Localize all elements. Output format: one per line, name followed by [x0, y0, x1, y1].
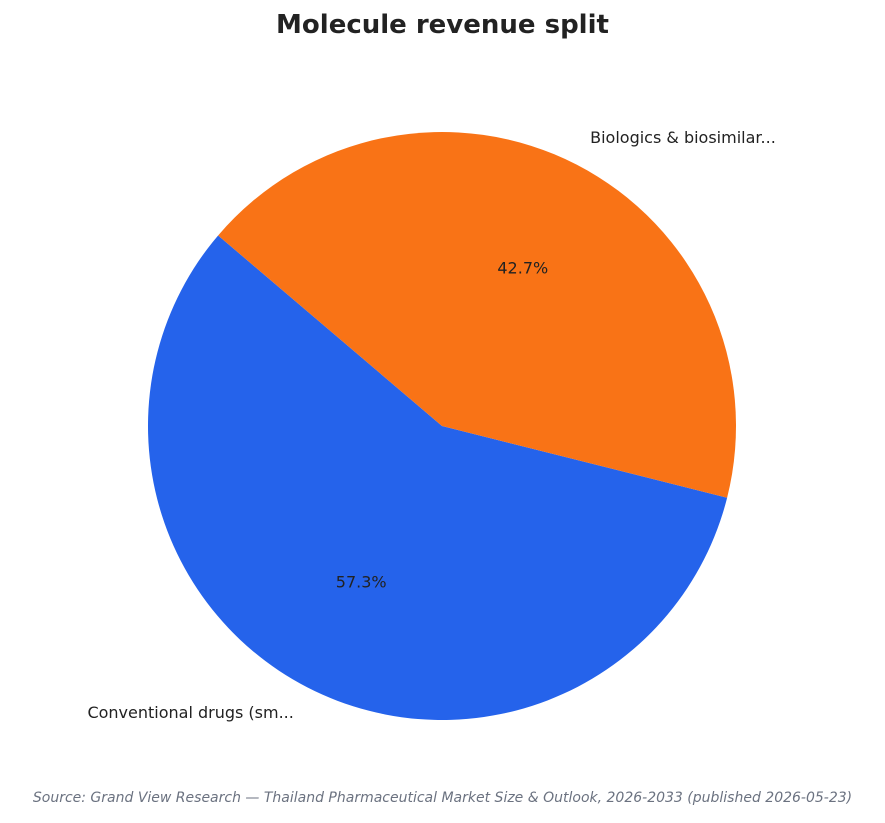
slice-category-label-1: Biologics & biosimilar...: [590, 128, 776, 147]
pie-slice-0: [148, 235, 728, 720]
slice-category-label-0: Conventional drugs (sm...: [87, 703, 293, 722]
slice-percent-label-1: 42.7%: [497, 259, 548, 278]
source-note: Source: Grand View Research — Thailand P…: [32, 790, 853, 806]
pie-slice-1: [218, 131, 737, 498]
pie-labels: 57.3% Conventional drugs (sm... 42.7% Biolo…: [87, 128, 775, 722]
pie-slices: [148, 131, 737, 720]
slice-percent-label-0: 57.3%: [336, 572, 387, 591]
chart-title: Molecule revenue split: [276, 10, 609, 40]
